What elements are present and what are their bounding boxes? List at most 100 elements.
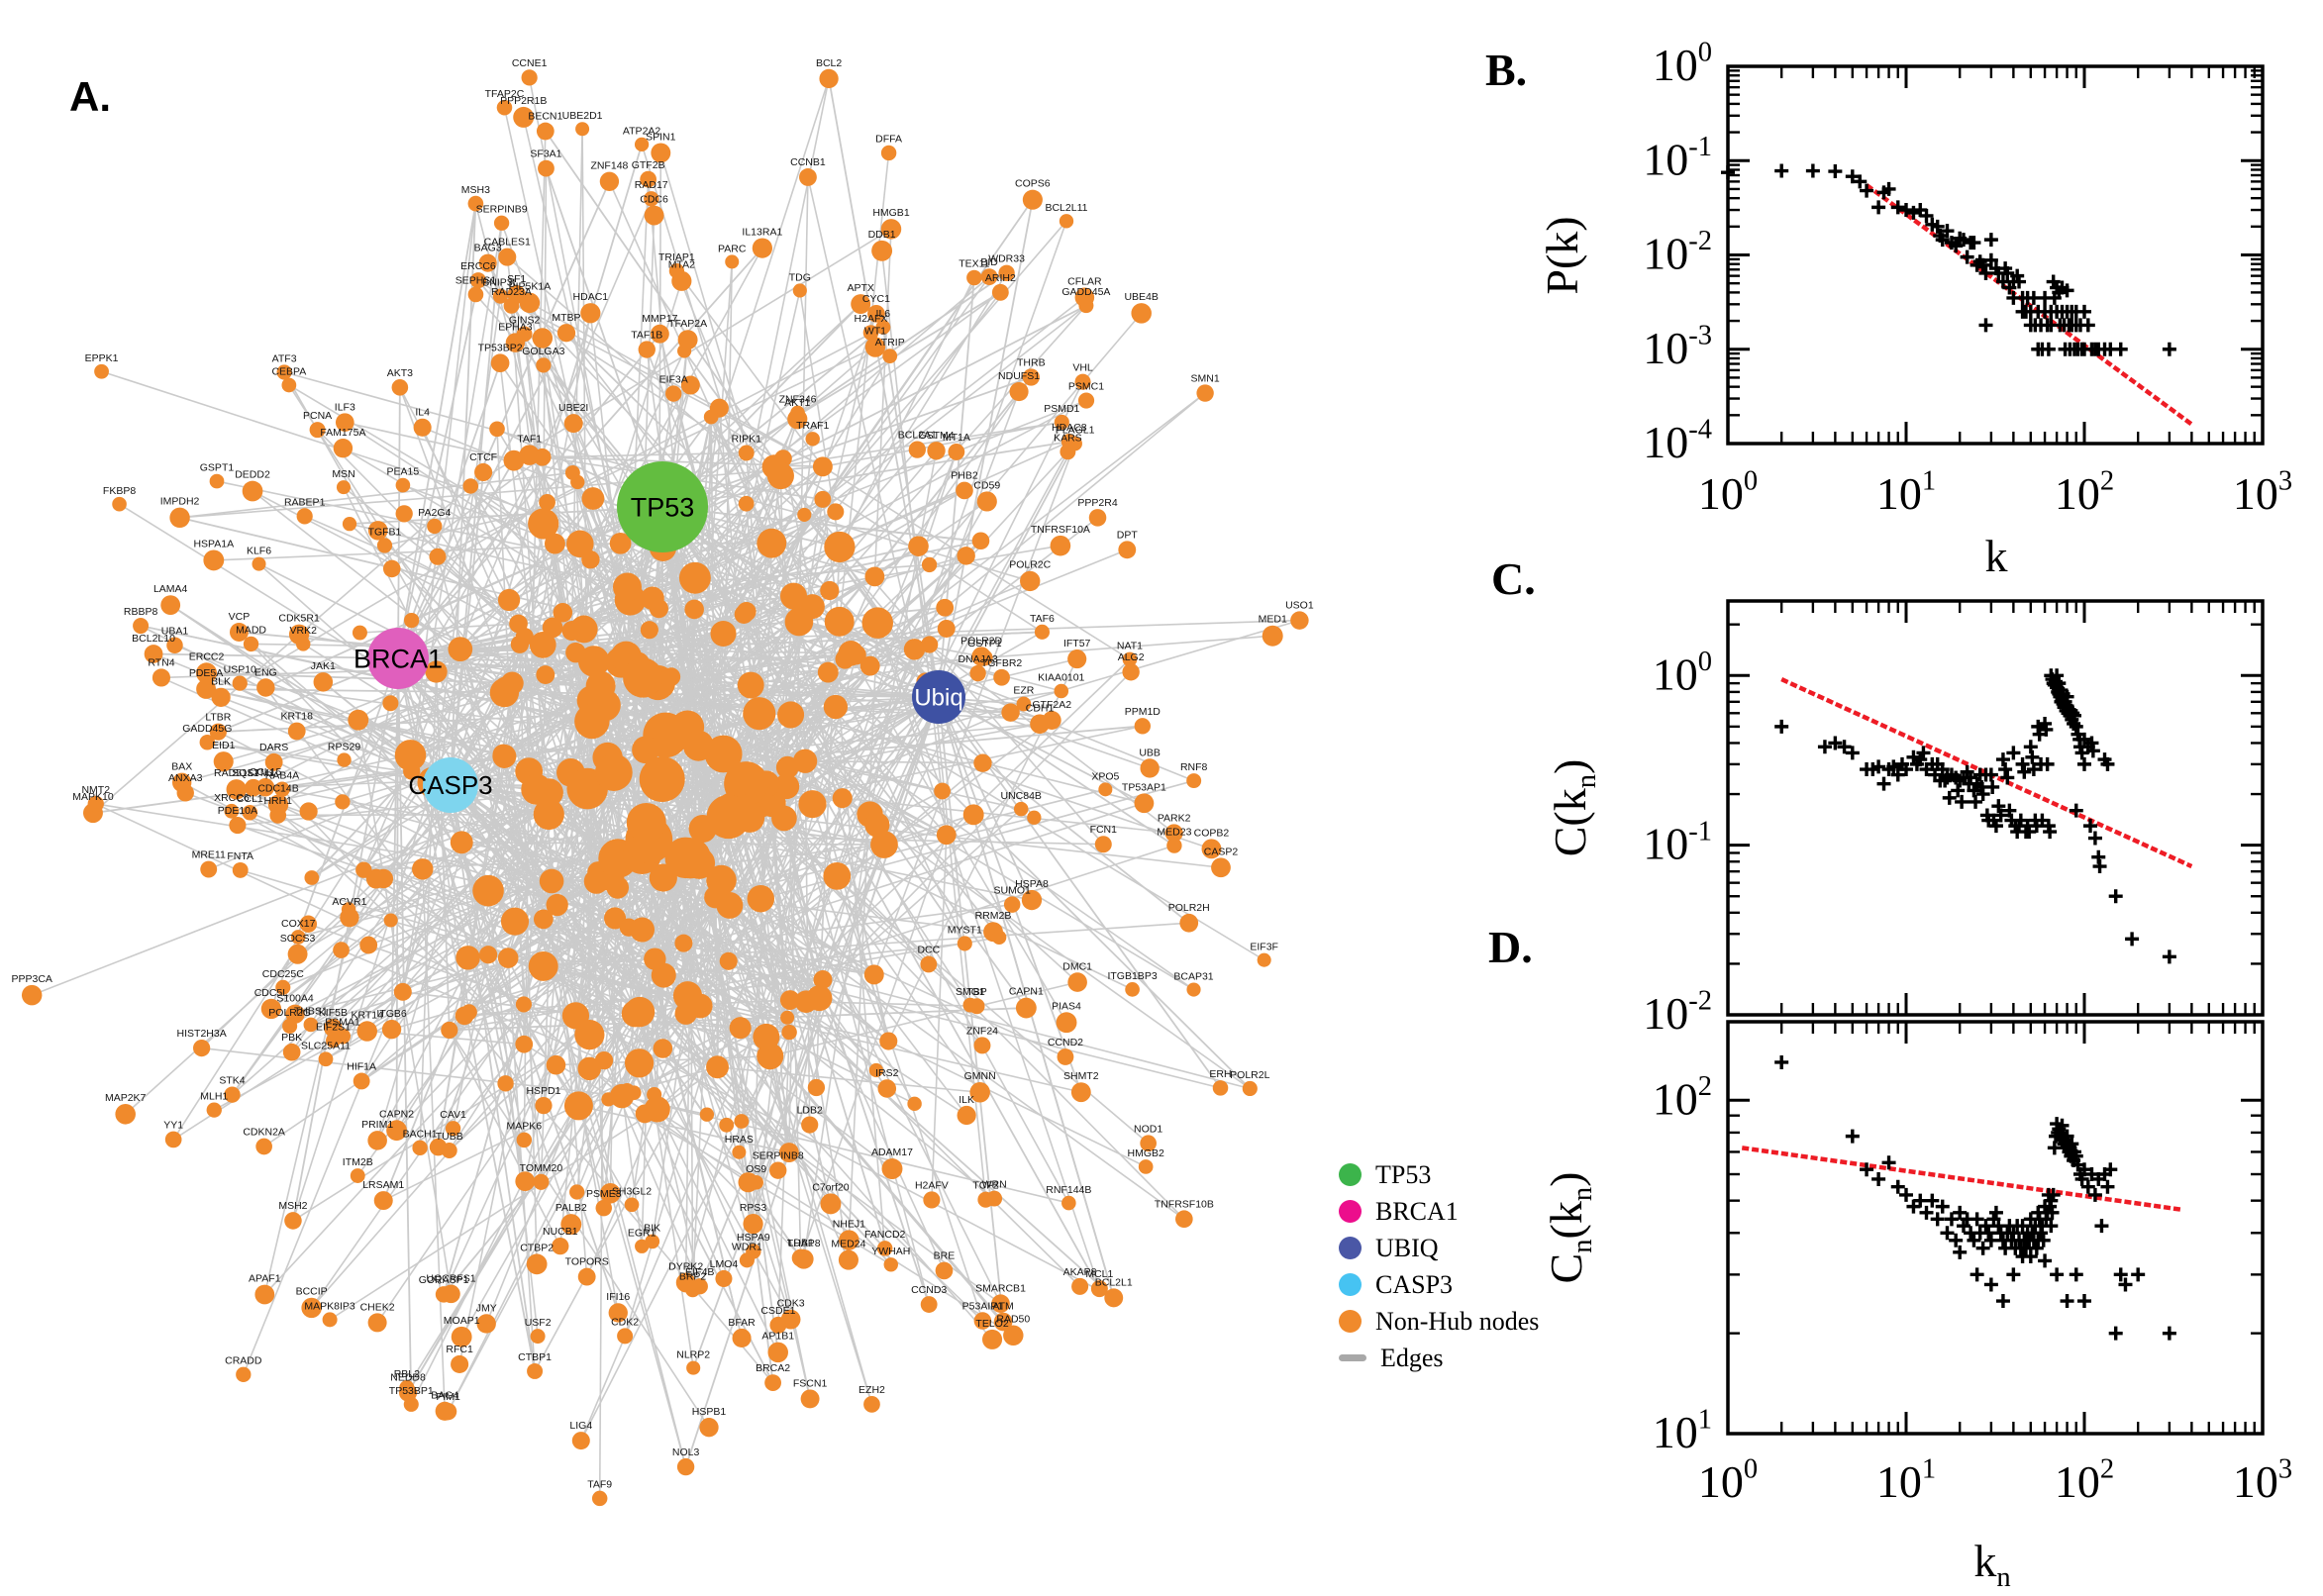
- gene-node: [530, 1329, 546, 1345]
- gene-node: [752, 238, 772, 258]
- legend-label-tp53: TP53: [1375, 1159, 1432, 1189]
- gene-node: [515, 996, 532, 1013]
- gene-node: [281, 377, 297, 393]
- gene-node-label: TAF6: [1030, 613, 1055, 625]
- gene-node: [454, 1006, 474, 1026]
- gene-node-label: BCL2L11: [1045, 202, 1087, 214]
- gene-node: [1211, 857, 1231, 878]
- gene-node: [820, 1193, 842, 1215]
- gene-node-label: CCNE1: [512, 57, 548, 69]
- y-tick-label: 10-2: [1643, 986, 1712, 1039]
- network-node-labels: MAPK10 PIM1 EPPK1 USO1 GSPT1 UBE4B DFFA FSCN1 EI…: [11, 57, 1313, 1491]
- gene-node: [864, 566, 885, 587]
- gene-node: [699, 1107, 715, 1122]
- gene-node-label: PSMC1: [1068, 380, 1104, 392]
- gene-node: [609, 1083, 635, 1109]
- gene-node: [232, 861, 249, 878]
- gene-node-label: SMG1: [956, 986, 985, 998]
- gene-node: [1003, 1325, 1024, 1346]
- gene-node-label: NUCB1: [543, 1226, 578, 1238]
- gene-node: [937, 619, 956, 638]
- gene-node-label: GADD45G: [182, 723, 232, 735]
- gene-node: [563, 1091, 593, 1121]
- gene-node-label: GSTP1: [967, 638, 1002, 649]
- gene-node-label: PSME3: [586, 1188, 622, 1200]
- gene-node-label: DPT: [1117, 529, 1139, 541]
- gene-node-label: SH3GL2: [612, 1185, 652, 1197]
- gene-node-label: PDE5A: [189, 667, 223, 679]
- gene-node-label: RAD17: [635, 179, 668, 191]
- x-tick-label: 102: [2055, 466, 2114, 519]
- gene-node-label: COPS6: [1015, 178, 1051, 190]
- gene-node: [209, 473, 225, 489]
- gene-node: [467, 195, 484, 212]
- gene-node-label: SLC25A11: [301, 1040, 351, 1051]
- gene-node-label: ITGB6: [376, 1008, 407, 1020]
- gene-node-label: RAD50: [996, 1314, 1030, 1326]
- gene-node: [403, 1396, 419, 1412]
- gene-node: [973, 1037, 991, 1054]
- gene-node: [412, 858, 434, 880]
- gene-node: [412, 1140, 428, 1156]
- gene-node: [252, 556, 266, 571]
- gene-node-label: CCL15: [250, 766, 282, 778]
- y-tick-label: 10-1: [1643, 132, 1712, 184]
- gene-node-label: UQCRFS1: [426, 1273, 475, 1285]
- gene-node: [528, 508, 559, 540]
- gene-node: [882, 349, 898, 364]
- gene-node: [196, 662, 218, 684]
- gene-node: [497, 588, 521, 612]
- gene-node-label: C7orf20: [812, 1181, 850, 1193]
- gene-node: [493, 215, 510, 231]
- gene-node: [476, 1314, 496, 1334]
- gene-node: [743, 1213, 763, 1235]
- gene-node-label: BFAR: [728, 1317, 756, 1329]
- gene-node-label: CDK3: [777, 1298, 805, 1310]
- gene-node: [509, 614, 528, 634]
- gene-node-label: MSH2: [278, 1200, 307, 1212]
- gene-node: [276, 364, 292, 380]
- gene-node-label: SPIN1: [646, 131, 676, 143]
- gene-node: [284, 1212, 302, 1230]
- gene-node-label: PSMA1: [325, 1017, 360, 1029]
- gene-node: [529, 632, 556, 658]
- gene-node: [513, 106, 535, 128]
- x-tick-label: 103: [2233, 466, 2292, 519]
- gene-node-label: SERPINB9: [476, 204, 528, 216]
- gene-node: [664, 837, 706, 879]
- gene-node: [574, 703, 610, 740]
- gene-node: [1196, 384, 1214, 402]
- gene-node-label: MSN: [332, 468, 354, 480]
- gene-node-label: PA2G4: [418, 507, 451, 519]
- gene-node-label: HSPD1: [526, 1085, 560, 1097]
- gene-node-label: GORASP1: [419, 1274, 469, 1286]
- gene-node: [764, 1374, 781, 1392]
- gene-node: [1164, 824, 1183, 843]
- gene-node: [1186, 773, 1202, 789]
- gene-node-label: CTBP1: [518, 1351, 552, 1363]
- gene-node-label: RTN4: [148, 656, 174, 668]
- gene-node-label: RPS29: [328, 741, 360, 752]
- gene-node-label: PRIM1: [361, 1119, 393, 1131]
- gene-node-label: COX17: [281, 918, 316, 930]
- gene-node: [429, 1138, 448, 1156]
- axis-ticks: [1726, 1022, 2265, 1436]
- gene-node: [838, 1249, 858, 1270]
- gene-node: [492, 744, 517, 768]
- gene-node: [638, 341, 656, 358]
- gene-node-label: RAD23A: [491, 286, 532, 298]
- gene-node: [478, 946, 498, 964]
- gene-node-label: H2AFX: [855, 313, 888, 325]
- gene-node: [813, 970, 833, 989]
- gene-node-label: MAP2K7: [105, 1092, 147, 1104]
- gene-node-label: CDC6: [640, 194, 668, 206]
- gene-node-label: HSPA1A: [193, 539, 234, 550]
- gene-node-label: AKT1: [784, 397, 810, 409]
- y-tick-label: 10-1: [1643, 816, 1712, 868]
- gene-node-label: DDB1: [868, 229, 896, 241]
- gene-node-label: BCCIP: [296, 1286, 328, 1298]
- gene-node-label: MMP17: [642, 313, 677, 325]
- gene-node-label: UBE4B: [1124, 291, 1158, 303]
- gene-node-label: JMY: [476, 1302, 497, 1314]
